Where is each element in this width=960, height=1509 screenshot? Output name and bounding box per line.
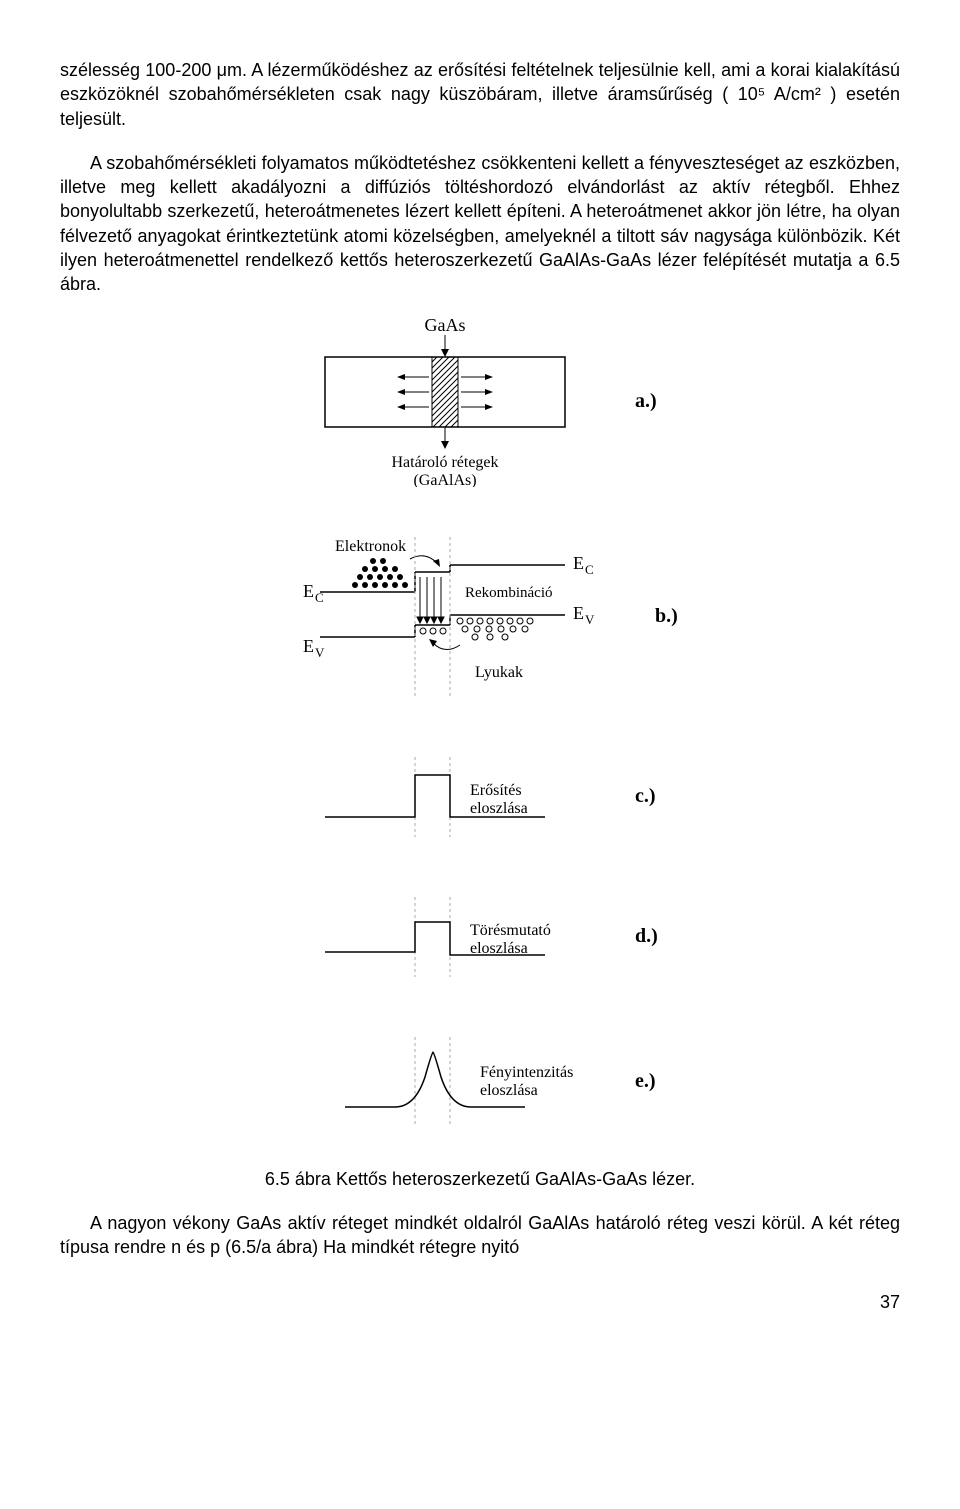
figure-panel-c-row: Erősítés eloszlása c.) bbox=[60, 757, 900, 837]
panel-e-label: e.) bbox=[635, 1068, 675, 1095]
figure-6-5: GaAs bbox=[60, 317, 900, 1157]
figure-caption: 6.5 ábra Kettős heteroszerkezetű GaAlAs-… bbox=[60, 1167, 900, 1191]
bottom-paragraph-text: A nagyon vékony GaAs aktív réteget mindk… bbox=[60, 1213, 900, 1257]
hatarolo-label-1: Határoló rétegek bbox=[391, 454, 498, 471]
ec-right-sub: C bbox=[585, 562, 594, 577]
hole-circles bbox=[420, 618, 533, 640]
erosites-2: eloszlása bbox=[470, 800, 528, 817]
paragraph-1-text: szélesség 100-200 μm. A lézerműködéshez … bbox=[60, 60, 900, 129]
paragraph-1: szélesség 100-200 μm. A lézerműködéshez … bbox=[60, 58, 900, 131]
figure-panel-e-row: Fényintenzitás eloszlása e.) bbox=[60, 1037, 900, 1127]
ec-left: E bbox=[303, 581, 314, 601]
ev-left-sub: V bbox=[315, 645, 325, 660]
figure-panel-b-row: Elektronok E C E C Rekombinác bbox=[60, 537, 900, 697]
gaas-label: GaAs bbox=[425, 317, 466, 335]
panel-c-label: c.) bbox=[635, 783, 675, 810]
paragraph-2: A szobahőmérsékleti folyamatos működteté… bbox=[60, 151, 900, 297]
tores-2: eloszlása bbox=[470, 940, 528, 957]
ev-left: E bbox=[303, 636, 314, 656]
electron-dots bbox=[352, 558, 408, 588]
ec-left-sub: C bbox=[315, 590, 324, 605]
hatarolo-label-2: (GaAlAs) bbox=[413, 472, 476, 487]
figure-panel-a-row: GaAs bbox=[60, 317, 900, 487]
panel-d-label: d.) bbox=[635, 923, 675, 950]
rekomb-label: Rekombináció bbox=[465, 585, 552, 601]
figure-panel-b: Elektronok E C E C Rekombinác bbox=[265, 537, 625, 697]
ev-right-sub: V bbox=[585, 612, 595, 627]
tores-1: Törésmutató bbox=[470, 922, 551, 939]
figure-panel-e: Fényintenzitás eloszlása bbox=[285, 1037, 605, 1127]
elektronok-label: Elektronok bbox=[335, 538, 406, 555]
figure-caption-text: 6.5 ábra Kettős heteroszerkezetű GaAlAs-… bbox=[265, 1169, 695, 1189]
figure-panel-d: Törésmutató eloszlása bbox=[285, 897, 605, 977]
feny-2: eloszlása bbox=[480, 1082, 538, 1099]
paragraph-2-text: A szobahőmérsékleti folyamatos működteté… bbox=[60, 153, 900, 294]
figure-panel-d-row: Törésmutató eloszlása d.) bbox=[60, 897, 900, 977]
panel-a-label: a.) bbox=[635, 388, 675, 415]
ec-right: E bbox=[573, 553, 584, 573]
erosites-1: Erősítés bbox=[470, 782, 522, 799]
panel-b-label: b.) bbox=[655, 603, 695, 630]
figure-panel-a: GaAs bbox=[285, 317, 605, 487]
lyukak-label: Lyukak bbox=[475, 664, 523, 681]
ev-right: E bbox=[573, 603, 584, 623]
feny-1: Fényintenzitás bbox=[480, 1064, 573, 1081]
figure-panel-c: Erősítés eloszlása bbox=[285, 757, 605, 837]
bottom-paragraph: A nagyon vékony GaAs aktív réteget mindk… bbox=[60, 1211, 900, 1260]
page-number: 37 bbox=[60, 1290, 900, 1314]
